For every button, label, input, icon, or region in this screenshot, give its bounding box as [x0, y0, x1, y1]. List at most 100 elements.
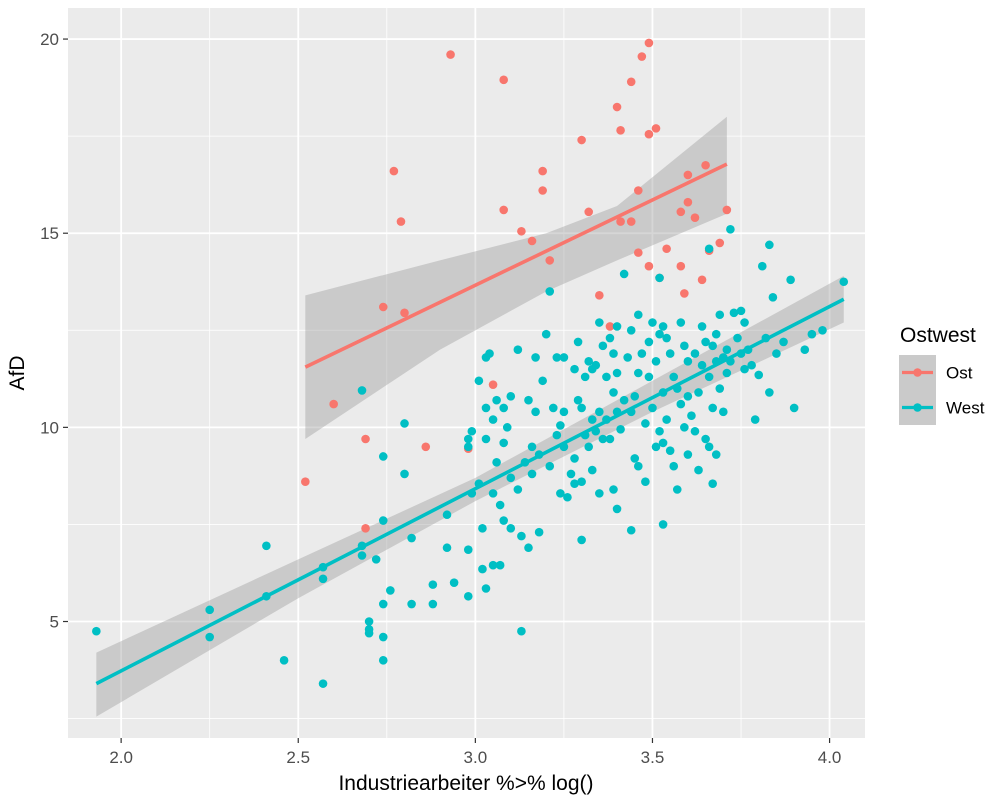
confidence-band-ost — [305, 116, 727, 440]
point-ost — [396, 217, 406, 226]
point-west — [694, 465, 703, 475]
point-west — [765, 240, 774, 250]
point-west — [357, 386, 367, 395]
point-ost — [517, 226, 526, 236]
point-west — [481, 584, 491, 593]
point-west — [595, 318, 604, 327]
point-west — [655, 426, 664, 436]
point-west — [478, 524, 487, 533]
point-west — [474, 376, 484, 386]
point-west — [563, 492, 572, 502]
legend: Ostwest Ost West — [899, 324, 985, 425]
point-west — [517, 531, 526, 541]
point-west — [683, 391, 693, 401]
point-ost — [651, 124, 661, 133]
point-west — [683, 357, 693, 366]
point-west — [463, 545, 473, 554]
point-ost — [644, 38, 654, 48]
point-west — [517, 626, 526, 636]
point-west — [357, 551, 367, 560]
point-ost — [538, 166, 547, 176]
point-west — [488, 560, 498, 570]
panel-background — [68, 8, 865, 738]
point-west — [499, 403, 508, 413]
point-west — [694, 388, 703, 397]
point-west — [701, 434, 710, 444]
point-ost — [701, 160, 710, 170]
x-axis: 2.0 2.5 3.0 3.5 4.0 — [109, 738, 841, 767]
point-west — [279, 656, 289, 665]
point-west — [364, 628, 374, 638]
point-west — [598, 434, 608, 444]
point-west — [669, 461, 679, 471]
point-ost — [389, 166, 399, 176]
point-ost — [722, 205, 732, 215]
point-ost — [421, 442, 431, 452]
point-west — [704, 244, 714, 254]
y-axis: 5 10 15 20 — [40, 30, 68, 632]
point-west — [602, 372, 611, 382]
point-west — [378, 452, 388, 461]
point-ost — [361, 524, 370, 533]
point-ost — [697, 275, 707, 285]
point-west — [527, 469, 537, 479]
point-ost — [612, 102, 622, 112]
point-ost — [626, 77, 636, 87]
legend-label-ost: Ost — [946, 364, 973, 383]
point-west — [205, 632, 214, 642]
point-west — [704, 372, 714, 382]
point-ost — [626, 217, 636, 226]
point-west — [584, 442, 594, 452]
point-ost — [616, 126, 625, 135]
point-west — [463, 442, 473, 452]
point-west — [609, 349, 618, 358]
point-west — [400, 419, 409, 428]
point-west — [736, 306, 746, 316]
point-west — [488, 489, 498, 498]
point-west — [499, 438, 508, 448]
point-west — [616, 425, 625, 434]
point-ost — [361, 434, 370, 444]
point-ost — [644, 129, 654, 139]
point-ost — [499, 205, 508, 215]
point-west — [633, 310, 643, 320]
point-west — [633, 368, 643, 378]
point-ost — [446, 50, 455, 59]
point-ost — [499, 75, 508, 85]
point-west — [538, 376, 547, 386]
point-west — [726, 225, 735, 234]
point-ost — [329, 399, 338, 409]
point-west — [644, 337, 654, 347]
point-west — [680, 341, 689, 351]
point-west — [630, 391, 640, 401]
point-west — [729, 308, 739, 318]
point-west — [655, 273, 664, 283]
point-west — [651, 442, 661, 452]
point-west — [626, 325, 636, 335]
point-west — [658, 322, 668, 331]
point-ost — [301, 477, 310, 487]
point-ost — [488, 380, 498, 389]
point-west — [548, 403, 558, 413]
point-west — [545, 287, 555, 296]
point-west — [318, 679, 328, 688]
point-west — [573, 395, 583, 405]
point-west — [92, 626, 101, 636]
point-west — [559, 353, 569, 362]
point-west — [378, 516, 388, 525]
point-west — [789, 403, 799, 413]
point-west — [641, 477, 650, 487]
point-west — [587, 415, 597, 424]
point-west — [577, 535, 586, 545]
point-west — [715, 384, 725, 393]
point-ost — [378, 302, 388, 312]
point-west — [598, 341, 608, 351]
point-west — [665, 446, 675, 455]
point-west — [740, 318, 749, 327]
point-west — [609, 388, 618, 397]
point-west — [669, 372, 679, 382]
point-west — [704, 442, 714, 452]
point-west — [570, 364, 579, 374]
point-west — [527, 442, 537, 452]
point-west — [754, 370, 764, 380]
